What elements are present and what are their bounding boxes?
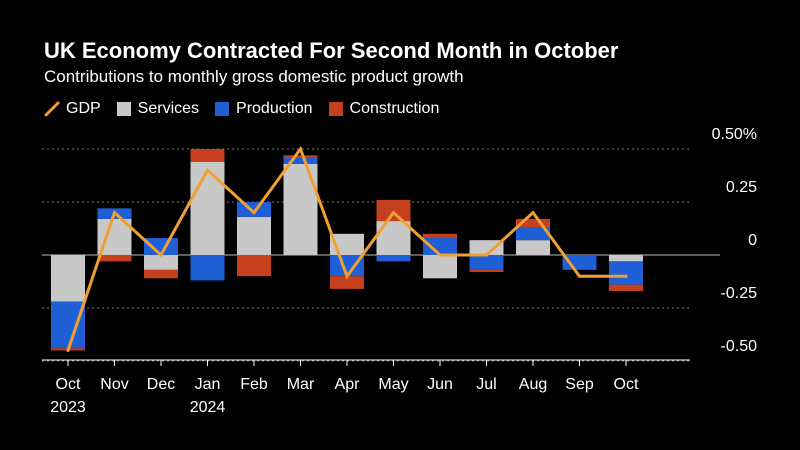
- bar-construction: [237, 255, 271, 277]
- chart-title: UK Economy Contracted For Second Month i…: [44, 38, 619, 63]
- gdp-point: [66, 348, 70, 352]
- y-tick-label: 0.50%: [712, 126, 757, 143]
- bar-services: [51, 255, 85, 302]
- bar-construction: [609, 284, 643, 292]
- bar-construction: [97, 255, 132, 262]
- gdp-point: [206, 168, 209, 172]
- bar-production: [423, 238, 457, 255]
- gdp-point: [345, 274, 349, 278]
- bar-services: [376, 221, 411, 255]
- x-tick-label: Oct: [56, 376, 81, 393]
- legend-label-services: Services: [137, 100, 200, 117]
- gdp-point: [531, 211, 535, 215]
- legend-label-gdp: GDP: [66, 100, 101, 117]
- gdp-point: [299, 147, 302, 151]
- bar-services: [237, 216, 271, 255]
- gdp-point: [159, 253, 163, 257]
- bar-production: [516, 227, 550, 241]
- y-tick-label: 0: [748, 232, 757, 249]
- production-swatch-icon: [215, 102, 230, 116]
- gdp-point: [392, 211, 395, 215]
- legend: GDP Services Production Construction: [44, 100, 455, 118]
- bar-services: [190, 161, 225, 255]
- bar-production: [330, 255, 364, 277]
- bar-production: [51, 301, 85, 349]
- x-tick-label: Mar: [287, 376, 315, 393]
- x-tick-label: Jun: [427, 376, 453, 393]
- bar-services: [516, 240, 550, 255]
- gdp-point: [438, 253, 442, 257]
- bar-construction: [469, 269, 504, 272]
- bar-services: [144, 255, 178, 270]
- bar-construction: [330, 276, 364, 289]
- x-tick-label: Apr: [335, 376, 361, 393]
- bar-production: [376, 255, 411, 262]
- bar-services: [469, 240, 504, 255]
- construction-swatch-icon: [328, 102, 343, 116]
- bar-production: [609, 261, 643, 285]
- bar-construction: [516, 218, 550, 228]
- legend-item-construction: Construction: [328, 100, 440, 118]
- bar-services: [609, 255, 643, 262]
- y-tick-label: -0.25: [721, 285, 758, 302]
- bar-construction: [190, 149, 225, 162]
- gdp-point: [485, 253, 488, 257]
- x-tick-label: Jan: [195, 376, 221, 393]
- services-swatch-icon: [116, 102, 131, 116]
- gdp-point: [578, 274, 581, 278]
- x-tick-label: Sep: [565, 376, 594, 393]
- legend-item-services: Services: [116, 100, 200, 118]
- gdp-point: [113, 211, 116, 215]
- gdp-line-icon: [44, 101, 60, 117]
- x-tick-year-label: 2024: [190, 399, 226, 416]
- y-tick-label: 0.25: [726, 179, 757, 196]
- bar-production: [190, 255, 225, 281]
- x-tick-label: Nov: [100, 376, 128, 393]
- bar-services: [423, 255, 457, 279]
- bar-production: [283, 157, 318, 164]
- legend-item-production: Production: [215, 100, 313, 118]
- x-tick-label: Oct: [614, 376, 639, 393]
- x-tick-label: Jul: [476, 376, 496, 393]
- legend-label-production: Production: [236, 100, 313, 117]
- gdp-point: [624, 274, 628, 278]
- bar-construction: [376, 199, 411, 222]
- chart-subtitle: Contributions to monthly gross domestic …: [44, 67, 464, 86]
- x-tick-label: May: [378, 376, 408, 393]
- bar-construction: [144, 269, 178, 279]
- legend-item-gdp: GDP: [44, 100, 101, 118]
- bar-construction: [423, 233, 457, 239]
- bar-construction: [283, 155, 318, 158]
- y-tick-label: -0.50: [721, 338, 758, 355]
- x-tick-year-label: 2023: [50, 399, 86, 416]
- x-tick-label: Feb: [240, 376, 268, 393]
- gdp-point: [252, 211, 256, 215]
- x-tick-label: Aug: [519, 376, 547, 393]
- x-tick-label: Dec: [147, 376, 175, 393]
- legend-label-construction: Construction: [349, 100, 440, 117]
- bar-production: [469, 255, 504, 270]
